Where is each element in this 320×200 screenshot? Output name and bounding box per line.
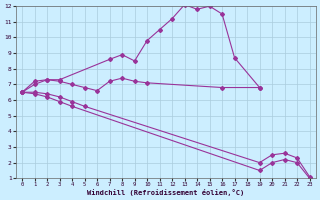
X-axis label: Windchill (Refroidissement éolien,°C): Windchill (Refroidissement éolien,°C)	[87, 189, 244, 196]
